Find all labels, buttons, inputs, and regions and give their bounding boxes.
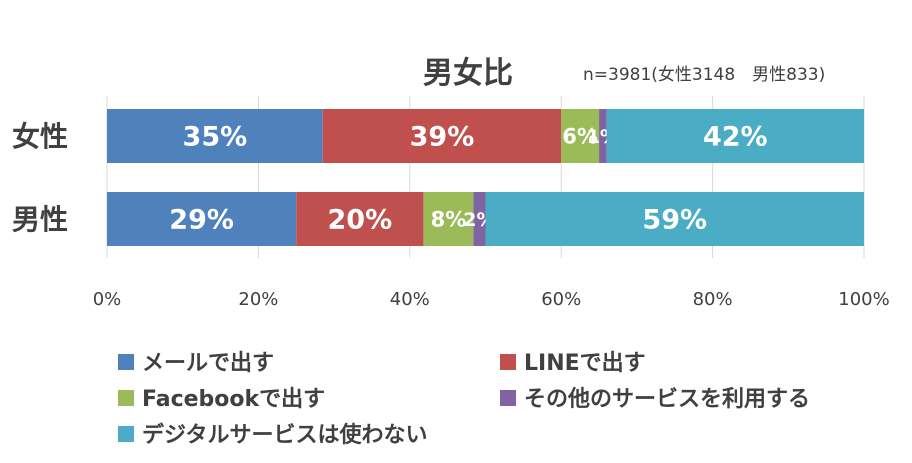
data-label: 59% (642, 205, 707, 236)
legend-label: デジタルサービスは使わない (142, 422, 428, 448)
x-tick-label: 60% (541, 289, 581, 310)
category-label: 女性 (12, 120, 68, 153)
bar-segment (561, 109, 600, 163)
x-tick-label: 0% (93, 289, 122, 310)
bar-segment (107, 109, 323, 163)
legend-label: その他のサービスを利用する (524, 387, 810, 412)
x-tick-label: 40% (390, 289, 430, 310)
legend-label: Facebookで出す (142, 387, 325, 412)
legend-swatch (500, 390, 516, 406)
data-label: 8% (431, 208, 467, 232)
bars: 35% 39% 6%1% 42%29% 20% 8%2% 59% (107, 109, 864, 246)
data-label: 20% (328, 205, 393, 236)
legend-swatch (500, 354, 516, 370)
bar-segment (606, 109, 864, 163)
bar-segment (107, 192, 297, 246)
category-label: 男性 (12, 203, 68, 236)
x-tick-label: 80% (693, 289, 733, 310)
data-label: 6% (562, 125, 598, 149)
sample-size-note: n=3981(女性3148 男性833) (583, 65, 825, 85)
legend: メールで出す LINEで出す Facebookで出す その他のサービスを利用するデジタ… (118, 351, 810, 448)
bar-segment (599, 109, 607, 163)
bar-segment (485, 192, 864, 246)
x-tick-label: 100% (838, 289, 889, 310)
legend-swatch (118, 426, 134, 442)
legend-label: LINEで出す (524, 351, 646, 376)
bar-segment (322, 109, 562, 163)
legend-label: メールで出す (142, 351, 274, 376)
data-label: 42% (703, 122, 768, 153)
x-tick-label: 20% (238, 289, 278, 310)
data-label: 39% (410, 122, 475, 153)
x-tick-labels: 0% 20% 40% 60% 80% 100% (93, 289, 890, 310)
bar-segment (423, 192, 474, 246)
data-label: 29% (169, 205, 234, 236)
bar-segment (473, 192, 486, 246)
bar-segment (296, 192, 424, 246)
data-label: 35% (183, 122, 248, 153)
legend-swatch (118, 390, 134, 406)
chart-title: 男女比 (423, 56, 513, 91)
legend-swatch (118, 354, 134, 370)
